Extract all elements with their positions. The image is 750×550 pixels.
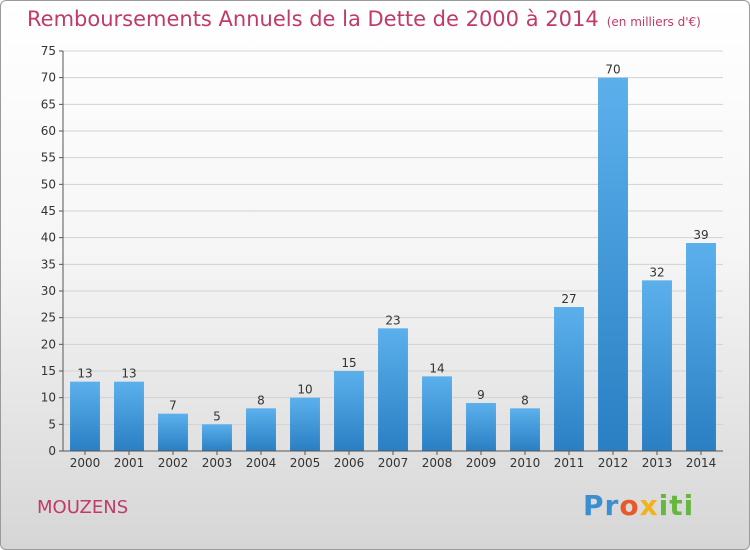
y-tick-label: 65 <box>41 97 56 111</box>
bar-2012 <box>598 77 628 452</box>
bar-2006 <box>334 371 364 451</box>
bar-2013 <box>642 280 672 451</box>
commune-name: MOUZENS <box>37 497 129 518</box>
bar-2014 <box>686 243 716 451</box>
x-tick-label-2010: 2010 <box>510 456 541 470</box>
y-tick-label: 10 <box>41 391 56 405</box>
y-tick-label: 15 <box>41 364 56 378</box>
x-axis-ticks: 2000 2001 2002 2003 2004 2005 2006 2007 2008 2009… <box>70 451 717 470</box>
bar-2000 <box>70 381 100 451</box>
data-label-2005: 10 <box>297 383 312 397</box>
x-tick-label-2009: 2009 <box>466 456 497 470</box>
y-tick-label: 75 <box>41 44 56 58</box>
x-tick-label-2002: 2002 <box>158 456 189 470</box>
chart-title: Remboursements Annuels de la Dette de 20… <box>27 7 701 31</box>
data-label-2012: 70 <box>605 63 620 77</box>
bar-2009 <box>466 403 496 451</box>
x-tick-label-2012: 2012 <box>598 456 629 470</box>
x-tick-label-2004: 2004 <box>246 456 277 470</box>
bar-2003 <box>202 424 232 451</box>
y-tick-label: 30 <box>41 284 56 298</box>
x-tick-label-2011: 2011 <box>554 456 585 470</box>
data-labels: 13 13 7 5 8 10 15 23 14 9 8 27 70 32 39 <box>77 63 708 424</box>
y-tick-label: 35 <box>41 257 56 271</box>
x-tick-label-2000: 2000 <box>70 456 101 470</box>
x-tick-label-2014: 2014 <box>686 456 717 470</box>
chart-unit: (en milliers d'€) <box>606 15 701 29</box>
data-label-2007: 23 <box>385 313 400 327</box>
data-label-2010: 8 <box>521 393 529 407</box>
y-tick-label: 5 <box>48 417 56 431</box>
data-label-2000: 13 <box>77 367 92 381</box>
x-tick-label-2008: 2008 <box>422 456 453 470</box>
y-tick-label: 25 <box>41 311 56 325</box>
y-tick-label: 55 <box>41 151 56 165</box>
y-axis-ticks: 0 5 10 15 20 25 30 35 40 45 50 55 60 65 70 75 <box>41 44 63 458</box>
bar-2005 <box>290 397 320 451</box>
data-label-2008: 14 <box>429 361 444 375</box>
y-tick-label: 20 <box>41 337 56 351</box>
bar-2011 <box>554 307 584 451</box>
x-tick-label-2006: 2006 <box>334 456 365 470</box>
y-tick-label: 50 <box>41 177 56 191</box>
data-label-2001: 13 <box>121 367 136 381</box>
y-tick-label: 0 <box>48 444 56 458</box>
y-tick-label: 45 <box>41 204 56 218</box>
bar-2002 <box>158 413 188 451</box>
y-tick-label: 70 <box>41 71 56 85</box>
x-tick-label-2005: 2005 <box>290 456 321 470</box>
data-label-2009: 9 <box>477 388 485 402</box>
data-label-2011: 27 <box>561 292 576 306</box>
data-label-2014: 39 <box>693 228 708 242</box>
data-label-2003: 5 <box>213 409 221 423</box>
bars <box>70 77 716 452</box>
data-label-2013: 32 <box>649 265 664 279</box>
bar-2007 <box>378 328 408 451</box>
x-tick-label-2001: 2001 <box>114 456 145 470</box>
x-tick-label-2003: 2003 <box>202 456 233 470</box>
bar-2004 <box>246 408 276 451</box>
x-tick-label-2013: 2013 <box>642 456 673 470</box>
data-label-2006: 15 <box>341 356 356 370</box>
bar-2010 <box>510 408 540 451</box>
chart-title-text: Remboursements Annuels de la Dette de 20… <box>27 7 599 31</box>
y-tick-label: 60 <box>41 124 56 138</box>
proxiti-logo: Proxiti <box>583 489 695 522</box>
x-tick-label-2007: 2007 <box>378 456 409 470</box>
data-label-2002: 7 <box>169 399 177 413</box>
y-tick-label: 40 <box>41 231 56 245</box>
data-label-2004: 8 <box>257 393 265 407</box>
bar-2001 <box>114 381 144 451</box>
bar-2008 <box>422 376 452 451</box>
